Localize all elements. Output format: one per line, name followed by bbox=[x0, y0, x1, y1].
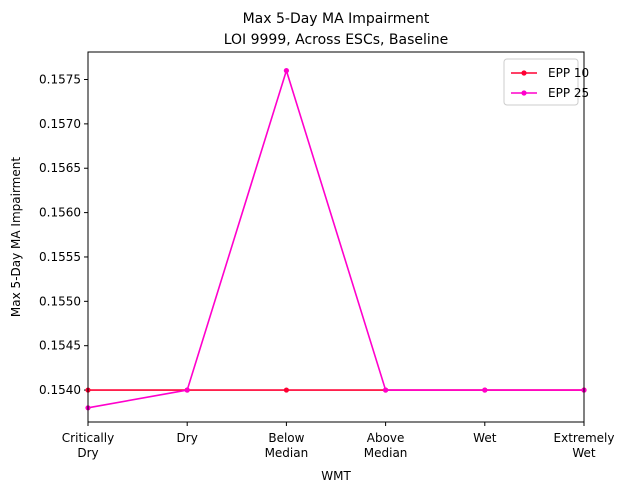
x-tick-label: Below Median bbox=[265, 431, 309, 460]
x-tick-label: Above Median bbox=[364, 431, 408, 460]
y-tick-label: 0.1575 bbox=[39, 73, 81, 87]
y-tick-label: 0.1565 bbox=[39, 161, 81, 175]
y-tick-label: 0.1540 bbox=[39, 383, 81, 397]
series-lines bbox=[85, 68, 587, 411]
y-tick-label: 0.1560 bbox=[39, 206, 81, 220]
legend-swatch-marker bbox=[521, 70, 527, 76]
y-tick-label: 0.1550 bbox=[39, 294, 81, 308]
x-tick-label: Critically Dry bbox=[62, 431, 114, 460]
axis-ticks: 0.1540 0.1545 0.1550 0.1555 0.1560 0.1565 0.15… bbox=[39, 73, 614, 460]
legend: EPP 10 EPP 25 bbox=[503, 58, 589, 106]
x-tick-label: Dry bbox=[177, 431, 198, 445]
legend-label: EPP 25 bbox=[548, 86, 589, 100]
chart-title: Max 5-Day MA Impairment bbox=[243, 11, 430, 27]
x-axis-label: WMT bbox=[321, 469, 351, 483]
plot-frame bbox=[87, 51, 585, 423]
data-point bbox=[283, 387, 289, 393]
y-tick-label: 0.1555 bbox=[39, 250, 81, 264]
x-tick-label: Extremely Wet bbox=[554, 431, 615, 460]
data-point bbox=[482, 387, 488, 393]
series-line bbox=[87, 69, 584, 409]
chart-subtitle: LOI 9999, Across ESCs, Baseline bbox=[224, 32, 449, 48]
legend-label: EPP 10 bbox=[548, 66, 589, 80]
x-tick-label: Wet bbox=[473, 431, 497, 445]
data-point bbox=[283, 68, 289, 74]
y-tick-label: 0.1545 bbox=[39, 339, 81, 353]
data-point bbox=[383, 387, 389, 393]
y-axis-label: Max 5-Day MA Impairment bbox=[9, 157, 23, 317]
legend-swatch-marker bbox=[521, 90, 527, 96]
y-tick-label: 0.1570 bbox=[39, 117, 81, 131]
data-point bbox=[184, 387, 190, 393]
